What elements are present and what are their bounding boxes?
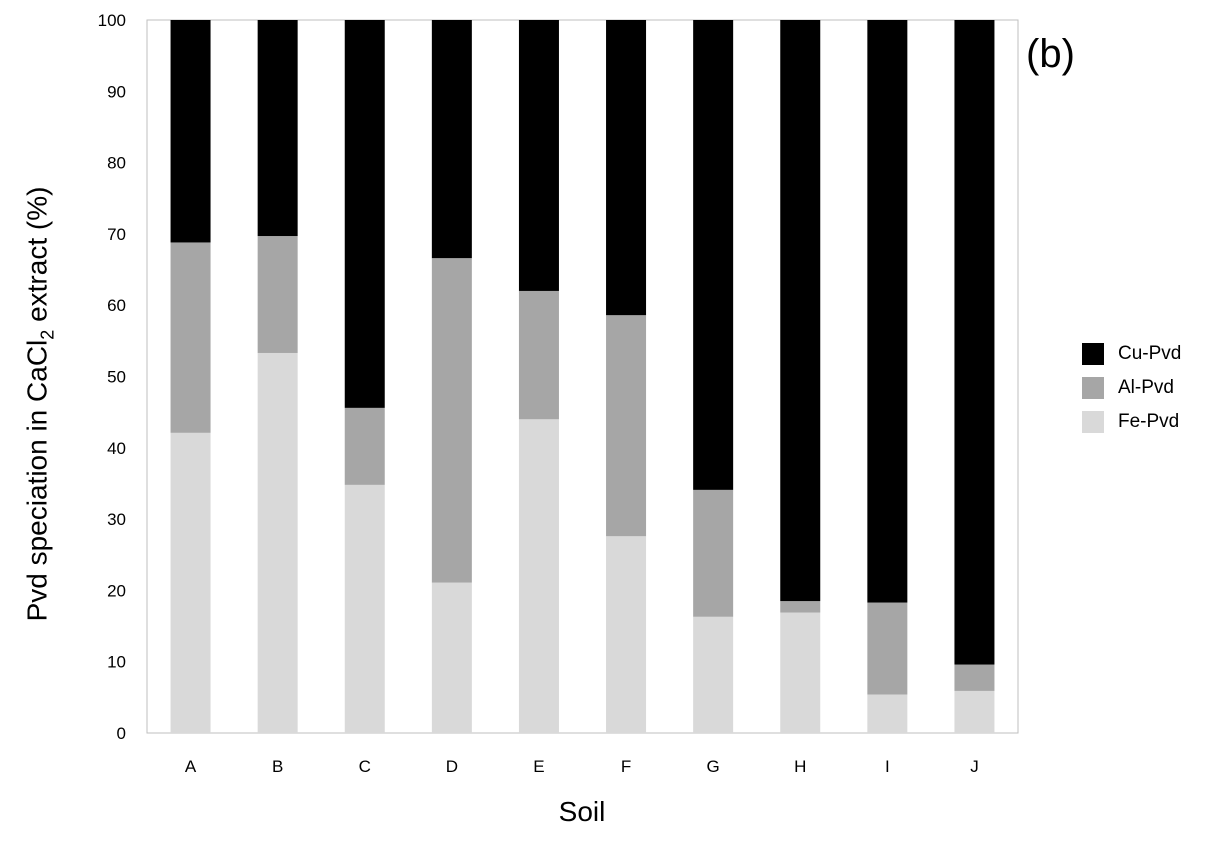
bar-cu-pvd-j — [954, 20, 995, 665]
bar-al-pvd-f — [606, 315, 647, 537]
bar-cu-pvd-i — [867, 20, 908, 603]
bar-cu-pvd-c — [344, 20, 385, 408]
legend-swatch-fe-pvd — [1082, 411, 1104, 433]
x-tick-label: F — [621, 757, 631, 776]
bar-al-pvd-e — [518, 290, 559, 420]
bar-cu-pvd-h — [780, 20, 821, 602]
bar-al-pvd-b — [257, 236, 298, 353]
bar-al-pvd-c — [344, 407, 385, 485]
bar-fe-pvd-i — [867, 694, 908, 733]
y-tick-label: 50 — [107, 368, 126, 387]
x-tick-label: A — [185, 757, 197, 776]
bar-fe-pvd-a — [170, 432, 211, 733]
legend-swatch-cu-pvd — [1082, 343, 1104, 365]
legend-item-cu-pvd: Cu-Pvd — [1082, 337, 1181, 371]
y-tick-label: 20 — [107, 581, 126, 600]
bar-fe-pvd-c — [344, 484, 385, 733]
x-axis-tick-labels: A B C D E F G H I J — [185, 757, 979, 776]
plot-area-border — [146, 19, 1019, 734]
x-tick-label: H — [794, 757, 806, 776]
y-tick-label: 60 — [107, 296, 126, 315]
bar-al-pvd-h — [780, 601, 821, 613]
bar-fe-pvd-b — [257, 352, 298, 733]
bar-al-pvd-d — [431, 258, 472, 583]
y-axis-label-tail: extract (%) — [21, 186, 53, 330]
legend-label-fe-pvd: Fe-Pvd — [1118, 411, 1180, 432]
y-tick-label: 80 — [107, 154, 126, 173]
legend: Cu-Pvd Al-Pvd Fe-Pvd — [1082, 337, 1181, 439]
bar-fe-pvd-h — [780, 612, 821, 733]
bar-group — [170, 20, 995, 733]
legend-label-al-pvd: Al-Pvd — [1118, 377, 1174, 398]
bar-al-pvd-i — [867, 602, 908, 695]
x-tick-label: I — [885, 757, 890, 776]
x-tick-label: E — [533, 757, 544, 776]
bar-al-pvd-j — [954, 664, 995, 691]
legend-label-cu-pvd: Cu-Pvd — [1118, 343, 1182, 364]
bar-cu-pvd-a — [170, 20, 211, 243]
x-axis-label: Soil — [558, 796, 606, 827]
y-axis-label-main: Pvd speciation in CaCl — [21, 339, 53, 622]
bar-al-pvd-g — [693, 489, 734, 617]
y-tick-label: 90 — [107, 82, 126, 101]
y-tick-label: 30 — [107, 510, 126, 529]
legend-swatch-al-pvd — [1082, 377, 1104, 399]
x-tick-label: G — [707, 757, 720, 776]
bar-cu-pvd-g — [693, 20, 734, 490]
bar-cu-pvd-e — [518, 20, 559, 291]
y-tick-label: 70 — [107, 225, 126, 244]
y-axis-tick-labels: 0 10 20 30 40 50 60 70 80 90 100 — [98, 11, 126, 743]
bar-fe-pvd-e — [518, 419, 559, 733]
bar-cu-pvd-d — [431, 20, 472, 259]
panel-label: (b) — [1026, 32, 1075, 76]
legend-item-fe-pvd: Fe-Pvd — [1082, 405, 1181, 439]
bar-cu-pvd-f — [606, 20, 647, 316]
legend-item-al-pvd: Al-Pvd — [1082, 371, 1181, 405]
bar-al-pvd-a — [170, 242, 211, 433]
bar-fe-pvd-d — [431, 582, 472, 733]
y-tick-label: 100 — [98, 11, 126, 30]
bar-fe-pvd-j — [954, 690, 995, 733]
x-tick-label: J — [970, 757, 979, 776]
x-tick-label: B — [272, 757, 283, 776]
y-tick-label: 0 — [117, 724, 126, 743]
bar-fe-pvd-f — [606, 536, 647, 733]
x-tick-label: C — [359, 757, 371, 776]
bar-fe-pvd-g — [693, 616, 734, 733]
bar-cu-pvd-b — [257, 20, 298, 237]
y-axis-label-subscript: 2 — [37, 329, 58, 340]
x-tick-label: D — [446, 757, 458, 776]
y-axis-label: Pvd speciation in CaCl2 extract (%) — [22, 187, 59, 622]
y-tick-label: 10 — [107, 653, 126, 672]
y-tick-label: 40 — [107, 439, 126, 458]
